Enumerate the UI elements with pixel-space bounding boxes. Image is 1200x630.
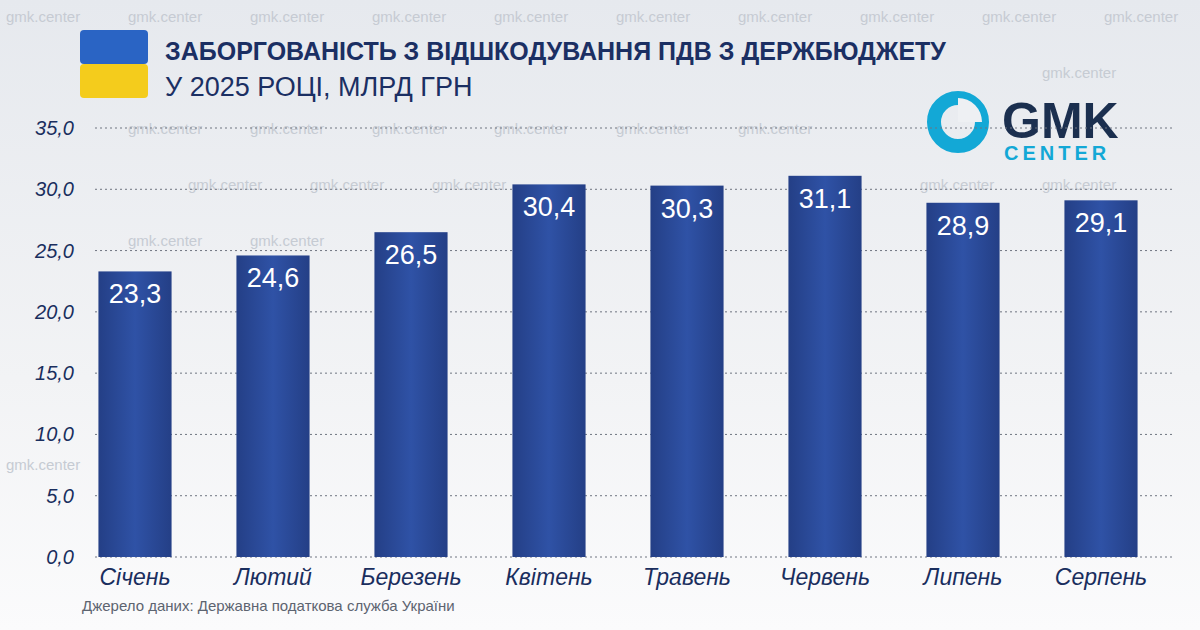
watermark: gmk.center xyxy=(982,8,1056,25)
grid-line xyxy=(95,189,1172,190)
logo-ring xyxy=(934,98,982,146)
y-tick-label: 10,0 xyxy=(35,423,74,445)
data-label: 26,5 xyxy=(385,240,438,270)
watermark: gmk.center xyxy=(616,120,690,137)
watermark: gmk.center xyxy=(1042,64,1116,81)
y-tick-label: 25,0 xyxy=(34,240,74,262)
x-tick-label: Липень xyxy=(922,564,1003,590)
bars xyxy=(98,176,1137,557)
bar xyxy=(1064,200,1137,557)
watermark: gmk.center xyxy=(738,8,812,25)
watermark: gmk.center xyxy=(1104,8,1178,25)
title: ЗАБОРГОВАНІСТЬ З ВІДШКОДУВАННЯ ПДВ З ДЕР… xyxy=(165,37,946,65)
y-tick-label: 30,0 xyxy=(35,178,74,200)
watermark: gmk.center xyxy=(128,232,202,249)
bar xyxy=(788,176,861,557)
watermark: gmk.center xyxy=(250,232,324,249)
y-tick-label: 20,0 xyxy=(34,301,74,323)
data-label: 30,3 xyxy=(661,194,714,224)
bar xyxy=(650,186,723,557)
x-tick-label: Червень xyxy=(780,564,870,590)
bar xyxy=(236,255,309,557)
watermark: gmk.center xyxy=(432,176,506,193)
x-tick-label: Серпень xyxy=(1055,564,1147,590)
grid-line xyxy=(95,128,1172,129)
x-tick-label: Січень xyxy=(99,564,170,590)
watermark: gmk.center xyxy=(188,176,262,193)
data-label: 23,3 xyxy=(109,279,162,309)
watermark: gmk.center xyxy=(250,8,324,25)
watermark: gmk.center xyxy=(494,8,568,25)
y-tick-label: 35,0 xyxy=(35,117,74,139)
logo-subtext: CENTER xyxy=(1004,142,1110,164)
data-label: 30,4 xyxy=(523,192,576,222)
source: Джерело даних: Державна податкова служба… xyxy=(82,597,455,614)
x-tick-label: Березень xyxy=(360,564,461,590)
x-tick-label: Травень xyxy=(643,564,731,590)
bar xyxy=(98,271,171,557)
logo-text: GMK xyxy=(1002,93,1119,149)
watermark: gmk.center xyxy=(616,8,690,25)
y-tick-label: 5,0 xyxy=(46,485,74,507)
y-tick-label: 15,0 xyxy=(35,362,74,384)
subtitle: У 2025 РОЦІ, МЛРД ГРН xyxy=(165,72,472,102)
watermark: gmk.center xyxy=(6,456,80,473)
watermark: gmk.center xyxy=(310,176,384,193)
data-label: 24,6 xyxy=(247,263,300,293)
flag-blue xyxy=(80,30,148,64)
y-tick-label: 0,0 xyxy=(46,546,74,568)
data-label: 31,1 xyxy=(799,184,852,214)
watermark: gmk.center xyxy=(920,176,994,193)
flag-yellow xyxy=(80,64,148,98)
grid-line xyxy=(95,250,1172,251)
watermark-layer: gmk.center gmk.center gmk.center gmk.center… xyxy=(6,8,1178,473)
background xyxy=(0,0,1200,630)
bar xyxy=(926,203,999,557)
watermark: gmk.center xyxy=(372,8,446,25)
watermark: gmk.center xyxy=(6,8,80,25)
chart: gmk.center gmk.center gmk.center gmk.center… xyxy=(0,0,1200,630)
data-label: 28,9 xyxy=(937,211,990,241)
data-label: 29,1 xyxy=(1075,208,1128,238)
bar xyxy=(512,184,585,557)
watermark: gmk.center xyxy=(128,8,202,25)
watermark: gmk.center xyxy=(860,8,934,25)
logo-cut xyxy=(958,98,982,122)
watermark: gmk.center xyxy=(1042,176,1116,193)
x-tick-label: Лютий xyxy=(232,564,312,590)
bar xyxy=(374,232,447,557)
x-tick-label: Квітень xyxy=(505,564,592,590)
grid xyxy=(95,128,1172,557)
